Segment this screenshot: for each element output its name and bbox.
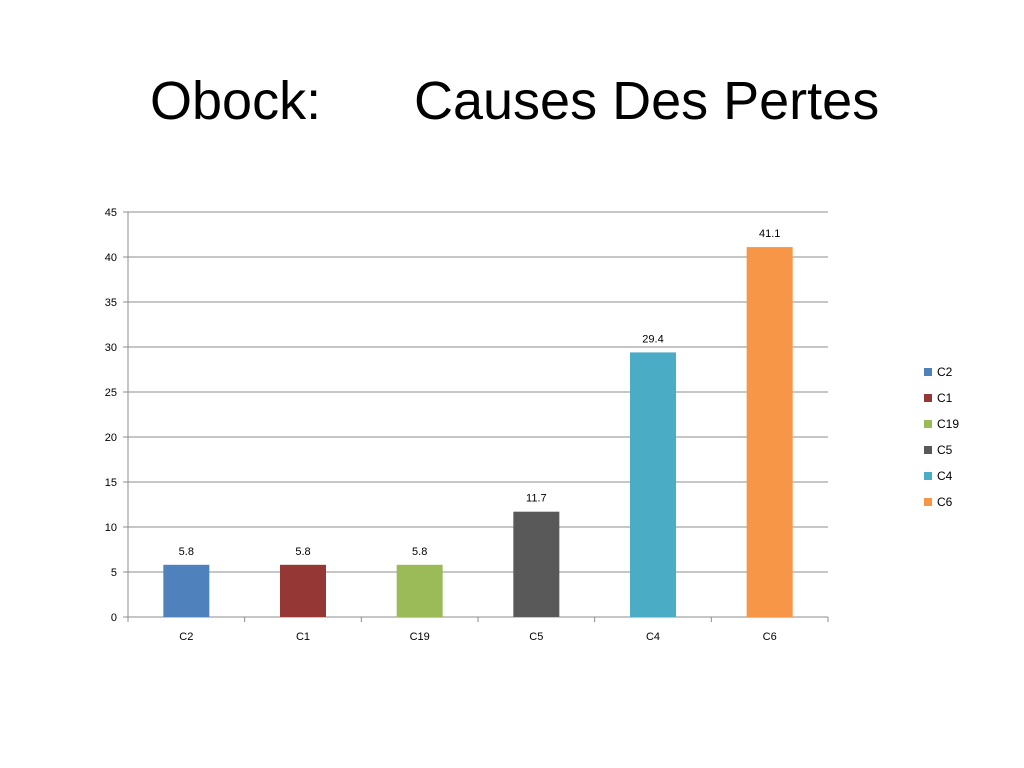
legend-item: C5 [924, 437, 959, 463]
legend-label: C5 [937, 443, 953, 457]
y-tick-label: 20 [105, 432, 117, 444]
y-tick-label: 10 [105, 522, 117, 534]
data-label: 5.8 [179, 546, 194, 558]
legend-label: C4 [937, 469, 953, 483]
x-tick-label: C19 [410, 631, 430, 643]
chart-legend: C2 C1 C19 C5 C4 C6 [924, 359, 959, 515]
y-tick-label: 30 [105, 342, 117, 354]
y-tick-label: 45 [105, 207, 117, 219]
y-tick-label: 15 [105, 477, 117, 489]
bar-c1 [280, 564, 326, 617]
data-label: 11.7 [526, 493, 547, 505]
legend-label: C2 [937, 365, 953, 379]
legend-item: C4 [924, 463, 959, 489]
bar-c5 [513, 511, 560, 617]
legend-item: C1 [924, 385, 959, 411]
legend-swatch [924, 446, 932, 454]
bar-c4 [630, 352, 676, 617]
legend-label: C6 [937, 495, 953, 509]
data-label: 41.1 [759, 228, 780, 240]
legend-swatch [924, 498, 932, 506]
bar-c19 [396, 564, 443, 617]
title-topic: Causes Des Pertes [414, 71, 880, 131]
title-place: Obock: [150, 71, 322, 131]
x-tick-label: C4 [646, 631, 660, 643]
data-label: 5.8 [295, 546, 310, 558]
x-tick-label: C6 [763, 631, 777, 643]
legend-item: C19 [924, 411, 959, 437]
page-title: Obock: Causes Des Pertes [150, 66, 879, 136]
data-label: 5.8 [412, 546, 427, 558]
legend-swatch [924, 368, 932, 376]
data-label: 29.4 [642, 333, 663, 345]
legend-label: C19 [937, 417, 960, 431]
x-tick-label: C5 [529, 631, 543, 643]
legend-swatch [924, 472, 932, 480]
bar-c2 [163, 564, 210, 617]
legend-swatch [924, 420, 932, 428]
y-tick-label: 25 [105, 387, 117, 399]
y-tick-label: 35 [105, 297, 117, 309]
x-tick-label: C2 [179, 631, 193, 643]
bar-c6 [746, 247, 793, 617]
y-tick-label: 5 [111, 567, 117, 579]
y-tick-label: 0 [111, 612, 117, 624]
legend-label: C1 [937, 391, 953, 405]
legend-swatch [924, 394, 932, 402]
legend-item: C6 [924, 489, 959, 515]
y-tick-label: 40 [105, 252, 117, 264]
legend-item: C2 [924, 359, 959, 385]
x-tick-label: C1 [296, 631, 310, 643]
